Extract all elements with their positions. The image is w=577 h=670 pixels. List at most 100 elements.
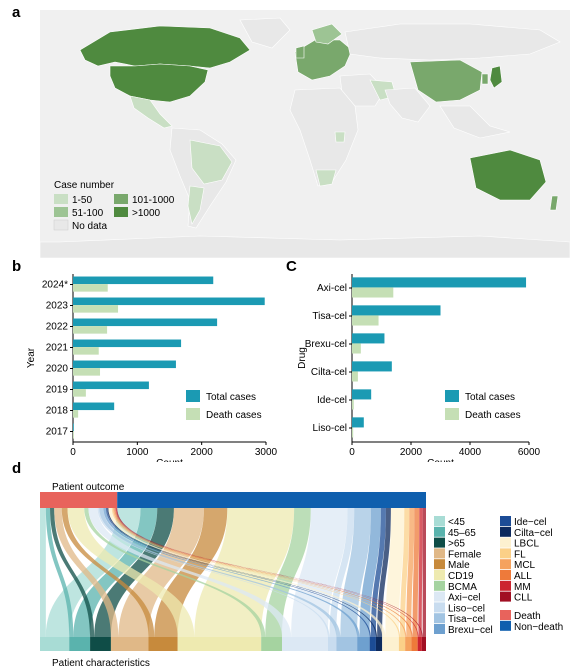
sankey-legend-swatch-11: [500, 516, 511, 526]
year-chart-y-axis-label: Year: [26, 347, 37, 368]
year-chart-legend-label-1: Death cases: [206, 410, 262, 421]
sankey-legend-swatch-5: [434, 570, 445, 580]
country-tanzania: [334, 131, 346, 143]
country-canada: [79, 25, 251, 69]
country-russia: [344, 23, 561, 61]
sankey-legend-swatch-14: [500, 548, 511, 559]
sankey-legend-label-7: Axi−cel: [448, 593, 481, 604]
sankey-flow-death-17: [115, 508, 419, 637]
year-chart-legend-swatch-0: [186, 390, 200, 402]
sankey-bottom-node-8: [327, 637, 337, 651]
sankey-bottom-nodes: [40, 637, 426, 651]
sankey-flow-death-0: [40, 508, 46, 637]
sankey-bottom-node-1: [69, 637, 91, 651]
year-chart-x-tick-label-2: 2000: [191, 447, 214, 458]
sankey-legend-swatch-8: [434, 602, 445, 613]
sankey-flow-nondeath-17: [418, 508, 423, 637]
sankey-legend-label-14: FL: [514, 549, 526, 560]
sankey-bottom-node-10: [357, 637, 370, 651]
drug-chart-bar-total-2: [352, 333, 385, 344]
country-uk: [295, 45, 305, 59]
drug-chart-category-label-0: Axi-cel: [317, 283, 347, 294]
sankey-flow-death-4: [61, 508, 155, 637]
sankey-flow-nondeath-7: [291, 508, 348, 637]
year-chart-bar-total-3: [73, 339, 182, 348]
sankey-flow-nondeath-15: [406, 508, 415, 637]
year-chart-bar-death-5: [73, 389, 86, 397]
country-south-africa: [315, 169, 337, 187]
sankey-diagram: Patient outcome Patient characteristics …: [40, 482, 563, 669]
country-brazil: [189, 139, 233, 185]
drug-chart-legend-label-0: Total cases: [465, 392, 515, 403]
sankey-flow-nondeath-14: [400, 508, 410, 637]
sankey-top-label: Patient outcome: [52, 482, 125, 493]
sankey-bottom-node-6: [261, 637, 283, 651]
sankey-legend-label-12: Cilta−cel: [514, 528, 553, 539]
sankey-legend-label-4: Male: [448, 560, 470, 571]
drug-chart-category-label-3: Cilta-cel: [311, 367, 347, 378]
sankey-flow-death-1: [45, 508, 74, 637]
sankey-legend-label-3: Female: [448, 549, 482, 560]
drug-chart-bar-death-0: [352, 287, 394, 298]
drug-chart-bar-death-4: [352, 399, 354, 410]
year-chart-category-label-4: 2020: [46, 364, 69, 375]
sankey-flow-death-8: [97, 508, 330, 637]
sankey-bottom-node-3: [110, 637, 149, 651]
country-scandinavia: [311, 23, 343, 45]
drug-chart-legend-swatch-1: [445, 408, 459, 420]
year-chart-category-label-6: 2018: [46, 406, 69, 417]
map-legend-swatch-1: [54, 194, 68, 204]
panel-letter-a: a: [12, 4, 21, 21]
year-chart-bar-death-4: [73, 368, 101, 376]
country-japan: [489, 65, 503, 89]
sankey-flow-nondeath-10: [359, 508, 381, 637]
sankey-flow-death-2: [50, 508, 95, 637]
map-legend-swatch-4: [114, 207, 128, 217]
year-chart-category-label-5: 2019: [46, 385, 69, 396]
year-chart-bar-death-0: [73, 284, 108, 292]
sankey-legend-label-17: MM: [514, 582, 531, 593]
sankey-legend-swatch-10: [434, 624, 445, 634]
year-chart-x-axis-label: Count: [156, 458, 183, 462]
sankey-legend-swatch-19: [500, 610, 511, 620]
drug-chart-category-label-1: Tisa-cel: [312, 311, 347, 322]
year-chart-bar-death-7: [73, 431, 74, 439]
sankey-legend-swatch-15: [500, 559, 511, 570]
country-argentina: [187, 185, 205, 225]
drug-chart-bar-death-3: [352, 371, 358, 382]
sankey-flow-death-11: [105, 508, 371, 637]
sankey-flow-nondeath-8: [329, 508, 355, 637]
drug-chart-bar-total-5: [352, 417, 364, 428]
sankey-bottom-node-7: [282, 637, 328, 651]
sankey-bottom-node-4: [148, 637, 178, 651]
sankey-flow-death-5: [67, 508, 195, 637]
sankey-bottom-node-5: [177, 637, 262, 651]
sankey-legend-swatch-13: [500, 537, 511, 548]
sankey-legend-swatch-16: [500, 570, 511, 580]
sankey-bottom-node-15: [405, 637, 412, 651]
map-legend-swatch-3: [114, 194, 128, 204]
year-chart-bar-total-6: [73, 402, 115, 411]
year-chart-bar-total-7: [73, 423, 74, 432]
year-chart-bar-death-2: [73, 326, 108, 334]
sankey-flows: [40, 508, 426, 637]
sankey-bottom-node-17: [417, 637, 422, 651]
year-chart-bar-total-1: [73, 297, 265, 306]
drug-chart-category-label-5: Liso-cel: [313, 423, 347, 434]
drug-chart-category-label-4: Ide-cel: [317, 395, 347, 406]
sankey-top-node-0: [40, 492, 118, 508]
year-chart-bar-death-1: [73, 305, 119, 313]
drug-chart-x-tick-label-3: 6000: [518, 447, 541, 458]
year-chart-bar-total-4: [73, 360, 176, 369]
year-chart-category-label-2: 2022: [46, 322, 69, 333]
map-land: [40, 17, 570, 258]
region-southeast-asia: [439, 105, 511, 139]
year-chart-x-tick-label-0: 0: [70, 447, 76, 458]
sankey-legend-swatch-4: [434, 559, 445, 570]
sankey-flow-death-10: [103, 508, 360, 637]
sankey-legend-label-13: LBCL: [514, 539, 539, 550]
sankey-bottom-node-11: [369, 637, 376, 651]
year-chart-x-tick-label-3: 3000: [255, 447, 278, 458]
sankey-legend-label-16: ALL: [514, 571, 532, 582]
